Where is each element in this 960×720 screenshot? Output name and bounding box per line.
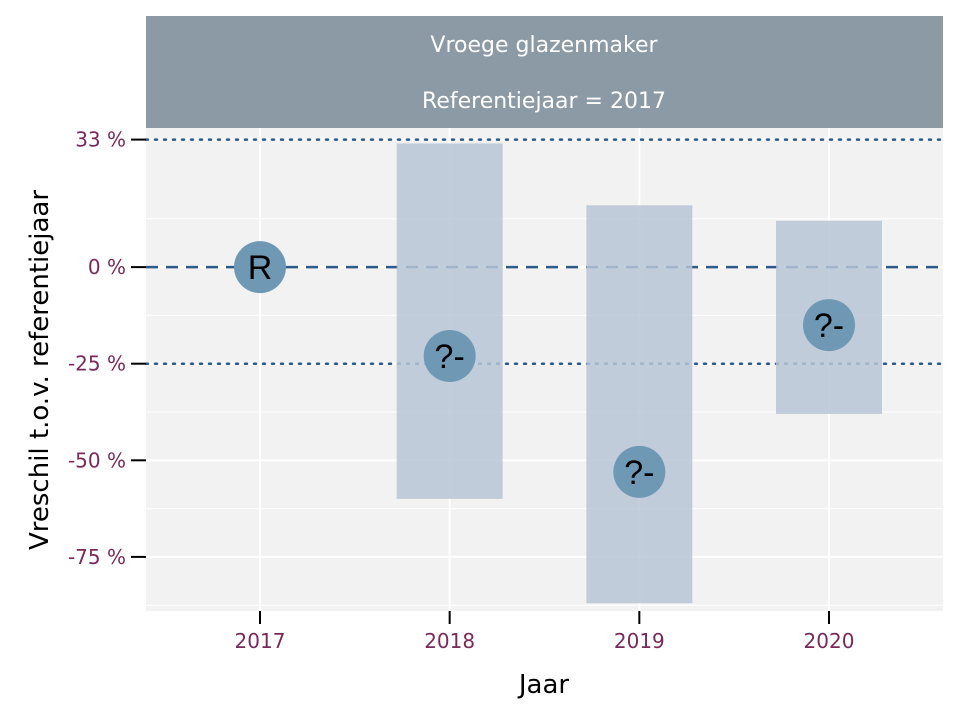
facet-strip (146, 16, 943, 128)
x-tick-label: 2017 (235, 629, 286, 653)
y-tick-label: -25 % (68, 352, 126, 376)
marker-label: ?- (624, 454, 654, 492)
x-tick-label: 2019 (614, 629, 665, 653)
y-tick-label: 33 % (75, 128, 126, 152)
marker-label: ?- (814, 307, 844, 345)
marker-label: ?- (435, 338, 465, 376)
interval-band (586, 205, 693, 604)
interval-band (396, 143, 503, 499)
estimate-marker (613, 445, 666, 498)
x-axis-title: Jaar (517, 670, 570, 700)
x-axis: 2017 2018 2019 2020 (235, 611, 855, 653)
facet-subtitle: Referentiejaar = 2017 (422, 89, 666, 114)
y-tick-label: -50 % (68, 448, 126, 472)
estimate-marker (234, 241, 286, 294)
estimate-marker (803, 299, 855, 352)
x-tick-label: 2018 (424, 629, 475, 653)
y-tick-label: 0 % (88, 255, 126, 279)
y-axis: 33 % 0 % -25 % -50 % -75 % (68, 128, 146, 569)
markers: R ?- ?- ?- (234, 241, 855, 498)
intervals (396, 143, 882, 604)
y-tick-label: -75 % (68, 545, 126, 569)
estimate-marker (423, 329, 476, 382)
x-tick-label: 2020 (804, 629, 855, 653)
y-axis-title: Vreschil t.o.v. referentiejaar (25, 190, 55, 550)
facet-title: Vroege glazenmaker (430, 33, 658, 58)
marker-label: R (248, 249, 273, 287)
